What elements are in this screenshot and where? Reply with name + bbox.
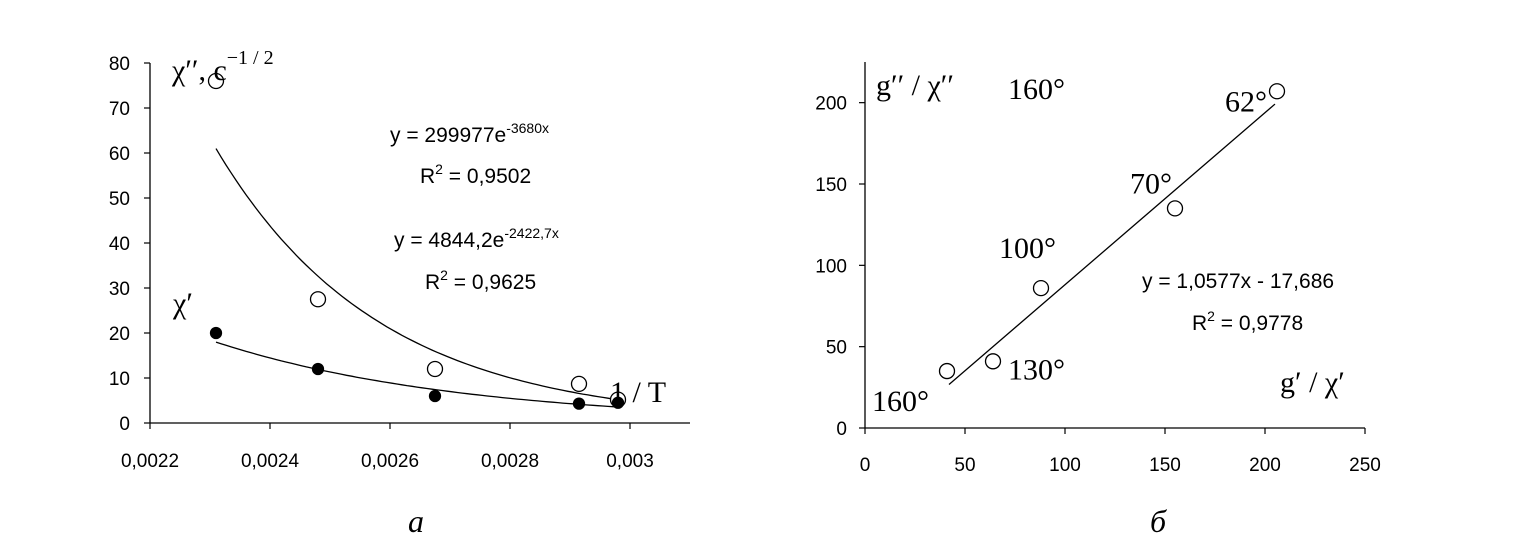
y-tick-label-b: 100 bbox=[815, 256, 847, 277]
data-point-open bbox=[426, 360, 444, 378]
fit-curves-a bbox=[215, 148, 619, 408]
y-tick-label-a: 80 bbox=[109, 54, 130, 75]
fit-line bbox=[948, 103, 1276, 385]
x-tick-label-b: 50 bbox=[954, 455, 975, 476]
panel-label-b: б bbox=[1150, 503, 1167, 539]
data-point-open bbox=[1032, 279, 1050, 297]
data-points-b bbox=[938, 83, 1286, 380]
x-tick-label-b: 250 bbox=[1349, 455, 1381, 476]
data-point-filled bbox=[428, 389, 442, 403]
data-point-filled bbox=[209, 326, 223, 340]
y-ticks-b: 0 50 100 150 200 bbox=[815, 94, 865, 440]
y-tick-label-a: 10 bbox=[109, 369, 130, 390]
axes-b bbox=[864, 62, 1365, 429]
corner-annotation-b: 160° bbox=[1008, 73, 1065, 106]
equation-chi-prime: y = 4844,2e-2422,7x bbox=[394, 225, 559, 252]
y-axis-label-a: χ′′, c−1 / 2 bbox=[171, 47, 274, 87]
y-tick-label-a: 0 bbox=[119, 414, 130, 435]
data-point-filled bbox=[311, 362, 325, 376]
x-axis-label-b: g′ / χ′ bbox=[1280, 366, 1345, 399]
y-tick-label-a: 40 bbox=[109, 234, 130, 255]
y-tick-label-a: 20 bbox=[109, 324, 130, 345]
data-point-open bbox=[1166, 200, 1184, 217]
r2-chi-double-prime: R2 = 0,9502 bbox=[420, 161, 531, 188]
panel-label-a: а bbox=[408, 503, 424, 539]
x-axis-label-a: 1 / T bbox=[610, 376, 666, 409]
r2-chi-prime: R2 = 0,9625 bbox=[425, 267, 536, 294]
y-tick-label-a: 70 bbox=[109, 99, 130, 120]
data-point-open bbox=[570, 375, 588, 393]
y-tick-label-b: 0 bbox=[836, 419, 847, 440]
data-point-filled bbox=[572, 397, 586, 410]
x-tick-label-a: 0,0022 bbox=[121, 451, 179, 472]
x-tick-label-b: 150 bbox=[1149, 455, 1181, 476]
data-point-open bbox=[309, 291, 327, 308]
data-point-open bbox=[1268, 83, 1286, 100]
data-point-open bbox=[984, 353, 1002, 370]
fit-curve-a-1 bbox=[215, 341, 619, 408]
x-tick-label-a: 0,0026 bbox=[361, 451, 419, 472]
chart-panel-b: 0 50 100 150 200 0 50 100 150 200 250 160° 130° 100… bbox=[815, 62, 1381, 539]
point-label: 130° bbox=[1008, 353, 1065, 386]
point-labels-b: 160° 130° 100° 70° 62° bbox=[872, 85, 1267, 418]
fit-curve-a-0 bbox=[215, 148, 619, 401]
x-ticks-b: 0 50 100 150 200 250 bbox=[860, 428, 1381, 476]
x-tick-label-a: 0,003 bbox=[606, 451, 654, 472]
equation-linear: y = 1,0577x - 17,686 bbox=[1142, 270, 1334, 293]
point-label: 62° bbox=[1225, 85, 1267, 118]
y-tick-label-a: 50 bbox=[109, 189, 130, 210]
data-point-filled bbox=[611, 396, 625, 409]
x-tick-label-b: 200 bbox=[1249, 455, 1281, 476]
data-points-a bbox=[207, 72, 627, 410]
y-axis-label-b: g′′ / χ′′ bbox=[876, 69, 954, 102]
y-tick-label-b: 50 bbox=[826, 338, 847, 359]
y-tick-label-a: 30 bbox=[109, 279, 130, 300]
point-label: 100° bbox=[999, 232, 1056, 265]
y-tick-label-b: 150 bbox=[815, 175, 847, 196]
y-ticks-a: 0 10 20 30 40 50 60 70 80 bbox=[109, 54, 150, 435]
y-tick-label-b: 200 bbox=[815, 94, 847, 115]
x-tick-label-b: 100 bbox=[1049, 455, 1081, 476]
point-label: 70° bbox=[1130, 167, 1172, 200]
point-label: 160° bbox=[872, 385, 929, 418]
x-tick-label-a: 0,0024 bbox=[241, 451, 300, 472]
data-point-open bbox=[207, 72, 225, 90]
x-tick-label-a: 0,0028 bbox=[481, 451, 539, 472]
y-tick-label-a: 60 bbox=[109, 144, 130, 165]
equation-chi-double-prime: y = 299977e-3680x bbox=[390, 120, 549, 147]
series-label-chi-prime: χ′ bbox=[172, 287, 193, 320]
x-tick-label-b: 0 bbox=[860, 455, 871, 476]
data-point-open bbox=[938, 362, 956, 380]
r2-linear: R2 = 0,9778 bbox=[1192, 308, 1303, 335]
fit-line-b bbox=[948, 103, 1276, 385]
x-ticks-a: 0,0022 0,0024 0,0026 0,0028 0,003 bbox=[121, 423, 654, 472]
